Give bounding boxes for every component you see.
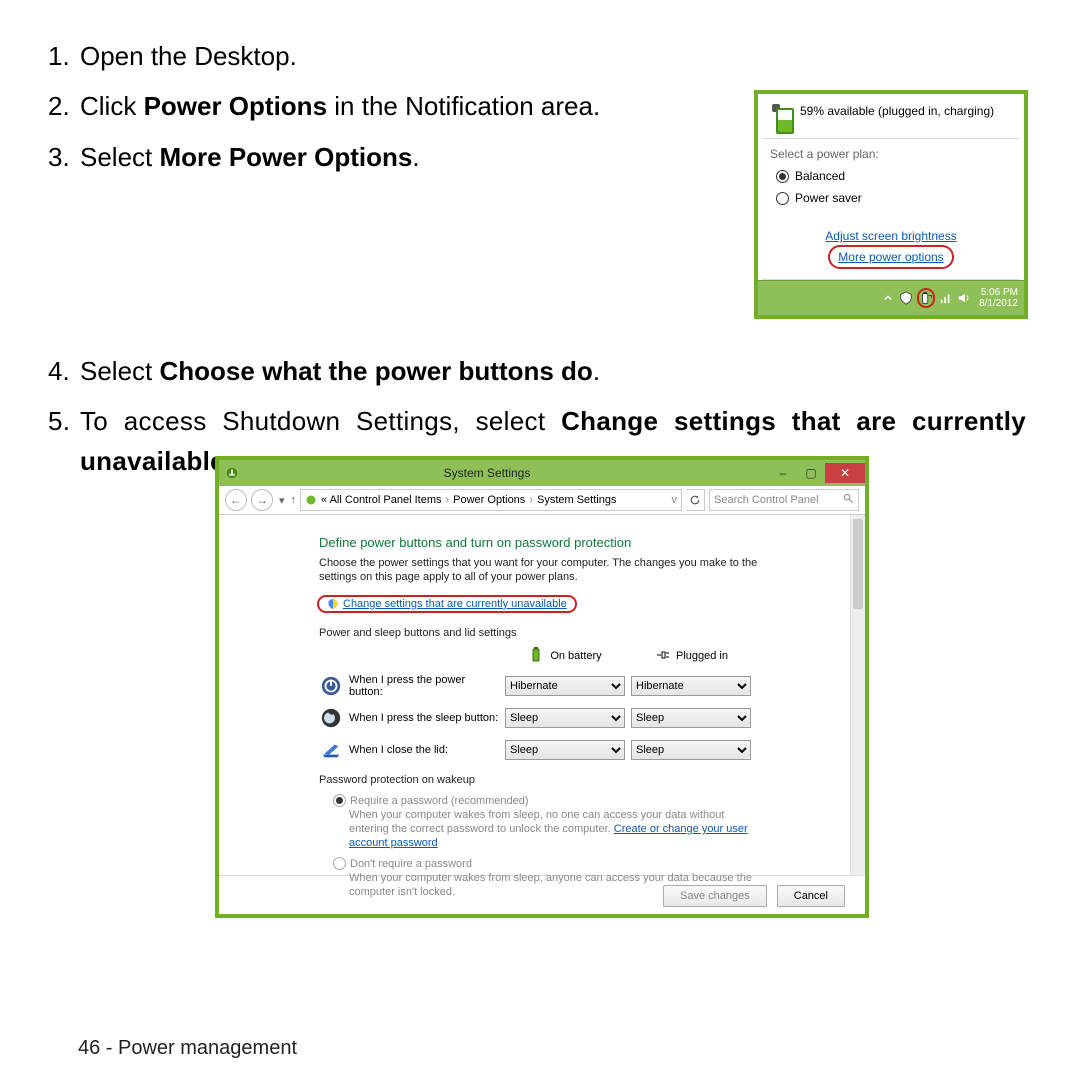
power-plugged-select[interactable]: Hibernate: [631, 676, 751, 696]
power-options-icon: [305, 494, 317, 506]
power-button-icon: [319, 674, 343, 698]
power-tray-icon[interactable]: [919, 291, 933, 305]
search-input[interactable]: Search Control Panel: [709, 489, 859, 511]
radio-off-icon: [776, 192, 789, 205]
pw-require-option: Require a password (recommended) When yo…: [333, 794, 760, 851]
titlebar: System Settings – ▢ ✕: [219, 460, 865, 486]
battery-status-text: 59% available (plugged in, charging): [800, 104, 994, 118]
lid-icon: [319, 738, 343, 762]
window-title: System Settings: [245, 466, 769, 480]
taskbar: 5:06 PM8/1/2012: [758, 280, 1024, 315]
more-power-options-link[interactable]: More power options: [838, 250, 943, 264]
breadcrumb-dropdown-icon[interactable]: v: [672, 494, 678, 506]
step-4: 4.Select Choose what the power buttons d…: [48, 351, 1032, 391]
chevron-down-icon[interactable]: ▾: [277, 494, 287, 507]
battery-charging-icon: [770, 104, 792, 130]
back-button[interactable]: ←: [225, 489, 247, 511]
system-settings-window: System Settings – ▢ ✕ ← → ▾ ↑ « All Cont…: [215, 456, 869, 918]
volume-tray-icon[interactable]: [957, 291, 971, 305]
section-buttons-label: Power and sleep buttons and lid settings: [319, 627, 760, 639]
scrollbar[interactable]: [850, 515, 865, 875]
address-bar: ← → ▾ ↑ « All Control Panel Items› Power…: [219, 486, 865, 515]
close-button[interactable]: ✕: [825, 463, 865, 483]
radio-off-icon: [333, 857, 346, 870]
pw-norequire-option: Don't require a password When your compu…: [333, 857, 760, 900]
maximize-button[interactable]: ▢: [797, 463, 825, 483]
network-tray-icon[interactable]: [939, 291, 953, 305]
row-power-label: When I press the power button:: [349, 674, 499, 698]
forward-button[interactable]: →: [251, 489, 273, 511]
plan-label: Select a power plan:: [758, 139, 1024, 165]
shield-icon: [327, 598, 339, 610]
minimize-button[interactable]: –: [769, 463, 797, 483]
page-footer: 46 - Power management: [78, 1037, 297, 1060]
sleep-plugged-select[interactable]: Sleep: [631, 708, 751, 728]
settings-heading: Define power buttons and turn on passwor…: [319, 535, 760, 550]
power-battery-select[interactable]: Hibernate: [505, 676, 625, 696]
row-lid-label: When I close the lid:: [349, 744, 499, 756]
window-icon: [225, 466, 239, 480]
cancel-button[interactable]: Cancel: [777, 885, 845, 907]
sleep-button-icon: [319, 706, 343, 730]
step-1: 1.Open the Desktop.: [48, 36, 1032, 76]
plug-icon: [654, 647, 670, 666]
taskbar-clock[interactable]: 5:06 PM8/1/2012: [979, 287, 1018, 309]
section-password-label: Password protection on wakeup: [319, 774, 760, 786]
radio-on-icon: [333, 794, 346, 807]
settings-description: Choose the power settings that you want …: [319, 556, 760, 585]
radio-on-icon: [776, 170, 789, 183]
breadcrumb[interactable]: « All Control Panel Items› Power Options…: [300, 489, 682, 511]
plan-balanced-option[interactable]: Balanced: [758, 165, 1024, 187]
refresh-button[interactable]: [686, 489, 705, 511]
lid-plugged-select[interactable]: Sleep: [631, 740, 751, 760]
power-popup: 59% available (plugged in, charging) Sel…: [754, 90, 1028, 319]
adjust-brightness-link[interactable]: Adjust screen brightness: [770, 229, 1012, 243]
sleep-battery-select[interactable]: Sleep: [505, 708, 625, 728]
change-settings-link[interactable]: Change settings that are currently unava…: [343, 598, 567, 610]
shield-tray-icon[interactable]: [899, 291, 913, 305]
chevron-up-icon[interactable]: [881, 291, 895, 305]
scrollbar-thumb[interactable]: [853, 519, 863, 609]
up-button[interactable]: ↑: [291, 494, 297, 506]
row-sleep-label: When I press the sleep button:: [349, 712, 499, 724]
lid-battery-select[interactable]: Sleep: [505, 740, 625, 760]
search-icon: [843, 493, 854, 507]
battery-icon: [528, 647, 544, 666]
plan-saver-option[interactable]: Power saver: [758, 187, 1024, 209]
